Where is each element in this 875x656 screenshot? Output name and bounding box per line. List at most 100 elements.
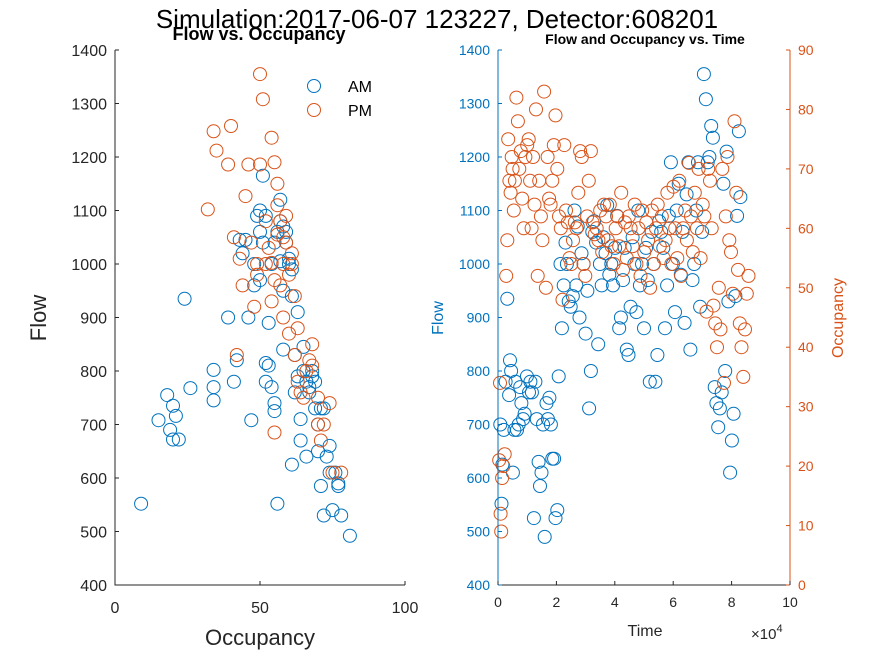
- point-occupancy: [526, 150, 540, 164]
- point-pm: [206, 124, 221, 139]
- right-xtick-label: 4: [611, 594, 619, 610]
- point-flow: [723, 465, 738, 480]
- point-pm: [267, 425, 282, 440]
- point-occupancy: [623, 221, 638, 236]
- point-occupancy: [643, 280, 658, 295]
- legend-label-am: AM: [348, 79, 372, 96]
- right-right-ytick-label: 10: [798, 518, 814, 534]
- point-pm: [290, 374, 305, 389]
- point-flow: [705, 130, 720, 145]
- point-occupancy: [670, 251, 685, 266]
- point-occupancy: [520, 138, 535, 153]
- point-pm: [284, 257, 299, 271]
- point-pm: [296, 390, 311, 405]
- point-am: [267, 404, 282, 419]
- point-occupancy: [581, 173, 596, 188]
- point-pm: [287, 289, 302, 304]
- point-occupancy: [602, 197, 617, 212]
- point-am: [134, 496, 149, 511]
- left-ytick-label: 400: [80, 578, 107, 595]
- right-right-ytick-label: 20: [798, 458, 814, 474]
- point-am: [270, 496, 285, 511]
- point-am: [331, 476, 346, 491]
- point-pm: [241, 157, 256, 172]
- point-pm: [276, 257, 291, 271]
- point-am: [151, 413, 166, 428]
- right-ylabel-left: Flow: [430, 301, 447, 335]
- point-pm: [261, 240, 276, 255]
- point-pm: [209, 143, 224, 158]
- point-occupancy: [697, 209, 712, 224]
- point-pm: [290, 321, 305, 336]
- point-am: [296, 364, 311, 378]
- right-right-ytick-label: 60: [798, 220, 814, 236]
- point-am: [267, 396, 282, 411]
- right-xtick-label: 8: [728, 594, 736, 610]
- point-flow: [663, 155, 678, 170]
- right-tick-group: 4005006007008009001000110012001300140001…: [459, 42, 814, 610]
- point-pm: [232, 251, 247, 266]
- point-flow: [522, 385, 536, 400]
- point-flow: [683, 342, 698, 357]
- point-flow: [679, 187, 694, 202]
- point-occupancy: [731, 262, 745, 277]
- point-flow: [669, 203, 684, 218]
- point-am: [160, 388, 175, 403]
- point-flow: [726, 406, 741, 421]
- point-flow: [508, 374, 523, 389]
- point-occupancy: [578, 268, 593, 283]
- point-am: [226, 374, 241, 389]
- point-am: [296, 339, 311, 354]
- point-occupancy: [540, 150, 555, 164]
- point-flow: [516, 412, 531, 427]
- point-flow: [721, 294, 736, 309]
- right-xtick-label: 0: [494, 594, 502, 610]
- right-left-ytick-label: 600: [467, 470, 491, 486]
- point-flow: [619, 342, 634, 357]
- point-flow: [612, 321, 627, 336]
- point-am: [308, 374, 323, 389]
- point-occupancy: [717, 375, 731, 390]
- point-flow: [547, 451, 562, 466]
- point-flow: [660, 278, 675, 293]
- point-occupancy: [711, 280, 726, 295]
- right-x-exponent: ×104: [751, 623, 783, 643]
- point-flow: [594, 278, 609, 293]
- point-occupancy: [725, 286, 740, 301]
- point-occupancy: [668, 221, 683, 236]
- point-am: [299, 449, 314, 464]
- flow-vs-occupancy-panel: Flow vs. Occupancy 400500600700800900100…: [26, 24, 418, 650]
- point-occupancy: [564, 257, 579, 271]
- point-flow: [661, 208, 676, 223]
- point-flow: [642, 374, 657, 389]
- point-flow: [719, 144, 734, 159]
- point-occupancy: [496, 459, 511, 474]
- point-occupancy: [734, 340, 749, 355]
- point-am: [264, 380, 279, 395]
- point-am: [258, 374, 273, 389]
- point-flow: [728, 289, 743, 304]
- point-occupancy: [627, 197, 642, 212]
- point-occupancy: [567, 215, 582, 230]
- point-am: [287, 385, 302, 400]
- point-flow: [616, 273, 630, 288]
- point-occupancy: [510, 114, 525, 129]
- point-pm: [279, 235, 294, 250]
- point-am: [261, 315, 276, 330]
- point-occupancy: [548, 108, 563, 123]
- point-occupancy: [701, 161, 716, 176]
- point-occupancy: [672, 173, 687, 188]
- point-am: [261, 358, 276, 373]
- point-flow: [542, 390, 557, 405]
- point-occupancy: [693, 251, 708, 266]
- right-xtick-label: 10: [782, 594, 798, 610]
- point-occupancy: [724, 245, 738, 260]
- right-right-ytick-label: 0: [798, 577, 806, 593]
- point-flow: [523, 374, 538, 389]
- right-right-ytick-label: 70: [798, 161, 814, 177]
- point-flow: [578, 326, 593, 341]
- point-occupancy: [524, 221, 539, 236]
- figure-title: Simulation:2017-06-07 123227, Detector:6…: [156, 4, 718, 34]
- point-am: [342, 528, 357, 543]
